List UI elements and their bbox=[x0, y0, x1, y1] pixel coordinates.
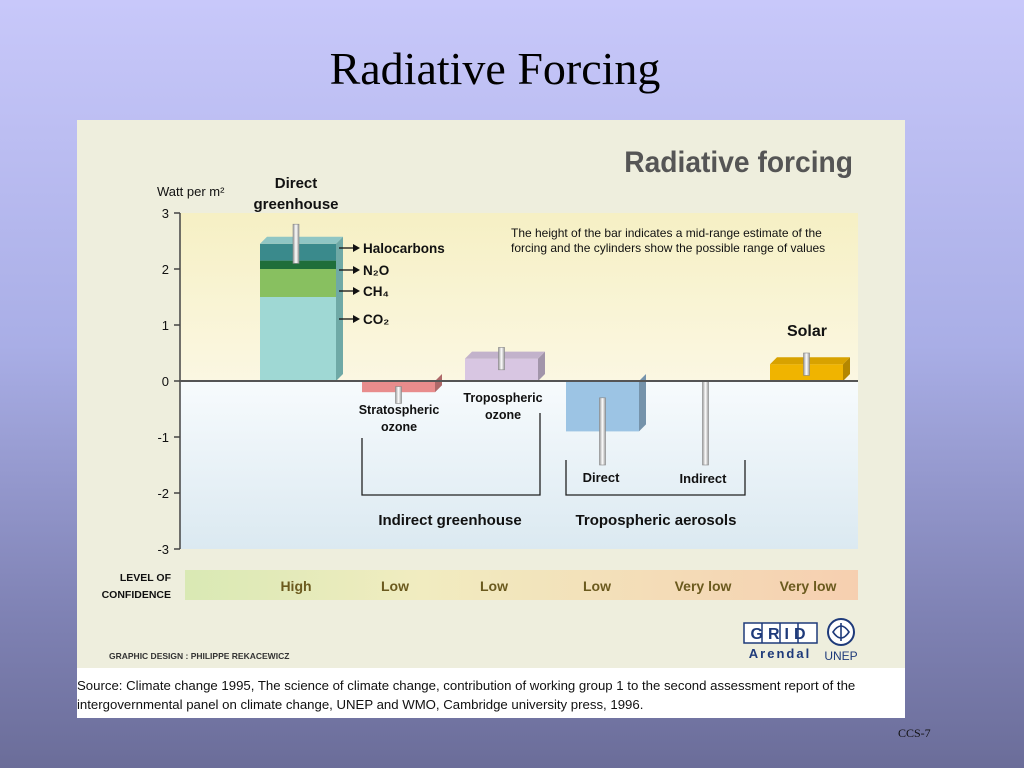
arendal-text: Arendal bbox=[749, 646, 811, 661]
y-axis-label: Watt per m² bbox=[157, 184, 225, 199]
chart-title: Radiative forcing bbox=[624, 146, 853, 179]
bar-tropospheric-ozone-range-cylinder bbox=[498, 347, 505, 371]
bar-solar-range-cylinder bbox=[803, 352, 810, 376]
confidence-band bbox=[185, 570, 858, 600]
group-label-tropospheric-aerosols: Tropospheric aerosols bbox=[576, 512, 737, 529]
legend-label: Halocarbons bbox=[363, 241, 445, 256]
bracket-tropospheric-aerosols bbox=[565, 460, 746, 496]
chart-note-line-1: The height of the bar indicates a mid-ra… bbox=[511, 226, 822, 240]
y-tick-label: 1 bbox=[162, 318, 169, 333]
legend-label: CH₄ bbox=[363, 284, 389, 299]
bar-direct bbox=[566, 374, 646, 432]
graphic-design-credit: GRAPHIC DESIGN : PHILIPPE REKACEWICZ bbox=[109, 651, 289, 661]
bar-tropospheric-ozone-side bbox=[538, 351, 545, 381]
legend-label: N₂O bbox=[363, 263, 389, 278]
legend-arrowhead bbox=[353, 266, 360, 274]
confidence-levels: High Low Low Low Very low Very low bbox=[280, 578, 836, 594]
bars bbox=[260, 223, 850, 466]
confidence-label-1: LEVEL OF bbox=[120, 572, 172, 584]
confidence-level: Low bbox=[480, 578, 508, 594]
y-tick-label: -2 bbox=[157, 486, 169, 501]
confidence-level: Low bbox=[583, 578, 611, 594]
confidence-level: Low bbox=[381, 578, 409, 594]
group-label-indirect-greenhouse: Indirect greenhouse bbox=[378, 512, 521, 529]
y-tick-label: 3 bbox=[162, 206, 169, 221]
slide-number: CCS-7 bbox=[898, 726, 931, 740]
label-tropospheric-ozone-2: ozone bbox=[485, 408, 521, 422]
greenhouse-legend: Halocarbons N₂O CH₄ CO₂ bbox=[339, 241, 445, 327]
label-direct-greenhouse-1: Direct bbox=[275, 175, 318, 192]
label-indirect-aerosol: Indirect bbox=[680, 471, 728, 486]
y-tick-label: -3 bbox=[157, 542, 169, 557]
bar-stratospheric-ozone-range-cylinder bbox=[395, 386, 402, 404]
confidence-level: Very low bbox=[780, 578, 837, 594]
label-stratospheric-ozone-2: ozone bbox=[381, 420, 417, 434]
slide-title: Radiative Forcing bbox=[329, 43, 661, 94]
label-direct-aerosol: Direct bbox=[583, 470, 621, 485]
confidence-level: High bbox=[280, 578, 311, 594]
y-axis: 3 2 1 0 -1 -2 -3 bbox=[157, 206, 181, 557]
bracket-indirect-greenhouse bbox=[361, 413, 541, 496]
grid-logo-text: GRID bbox=[751, 626, 811, 643]
chart-note-line-2: forcing and the cylinders show the possi… bbox=[511, 241, 825, 255]
legend-arrowhead bbox=[353, 244, 360, 252]
bar-indirect-range-cylinder bbox=[702, 380, 709, 466]
radiative-forcing-chart: Radiative forcing Watt per m² The height… bbox=[102, 146, 858, 663]
greenhouse-segment bbox=[260, 260, 336, 269]
label-stratospheric-ozone-1: Stratospheric bbox=[359, 403, 440, 417]
label-direct-greenhouse-2: greenhouse bbox=[253, 196, 338, 213]
bar-solar-top bbox=[770, 357, 850, 365]
bar-solar-side bbox=[843, 357, 850, 381]
label-solar: Solar bbox=[787, 323, 827, 340]
source-citation: Source: Climate change 1995, The science… bbox=[77, 668, 905, 718]
bar-tropospheric-ozone-top bbox=[465, 351, 545, 359]
legend-arrowhead bbox=[353, 315, 360, 323]
y-tick-label: 0 bbox=[162, 374, 169, 389]
bar-stratospheric-ozone-side bbox=[435, 374, 442, 393]
greenhouse-segment bbox=[260, 297, 336, 381]
bar-direct-side bbox=[639, 374, 646, 432]
greenhouse-segment bbox=[260, 269, 336, 297]
y-tick-label: 2 bbox=[162, 262, 169, 277]
label-tropospheric-ozone-1: Tropospheric bbox=[463, 391, 542, 405]
greenhouse-range-cylinder bbox=[292, 223, 300, 264]
confidence-level: Very low bbox=[675, 578, 732, 594]
unep-text: UNEP bbox=[824, 649, 857, 663]
greenhouse-top bbox=[260, 236, 343, 244]
chart-panel: Radiative forcing Watt per m² The height… bbox=[77, 120, 905, 668]
legend-arrowhead bbox=[353, 287, 360, 295]
legend-label: CO₂ bbox=[363, 312, 389, 327]
y-tick-label: -1 bbox=[157, 430, 169, 445]
greenhouse-side bbox=[336, 236, 343, 381]
confidence-label-2: CONFIDENCE bbox=[102, 589, 171, 601]
unep-logo: UNEP bbox=[824, 618, 858, 663]
grid-arendal-logo: GRID Arendal bbox=[743, 622, 818, 661]
bar-direct-range-cylinder bbox=[599, 397, 606, 466]
